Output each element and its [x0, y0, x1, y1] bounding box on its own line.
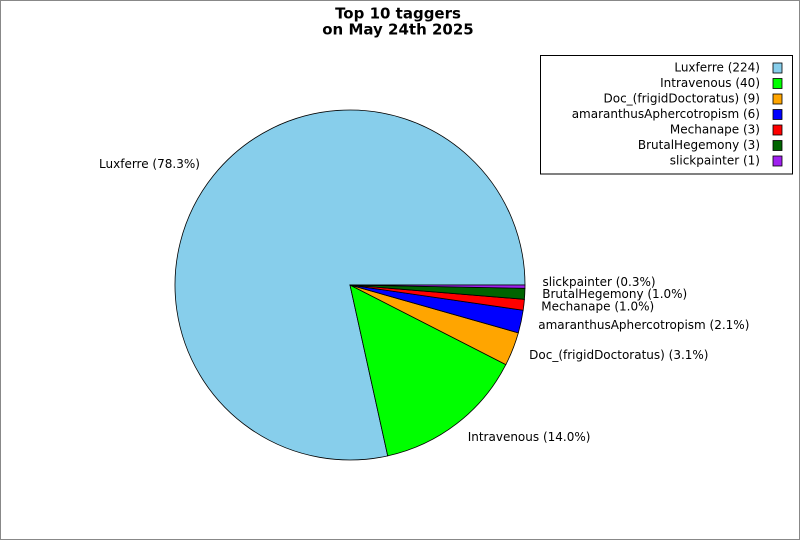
chart-title: Top 10 taggers [335, 5, 461, 23]
pie-slice [349, 284, 526, 289]
legend-swatch [772, 109, 783, 120]
slice-label: amaranthusAphercotropism (2.1%) [538, 318, 749, 332]
slice-label: slickpainter (0.3%) [542, 275, 655, 289]
pie-slice [349, 284, 507, 457]
legend-swatch [772, 155, 783, 167]
legend-swatch [772, 62, 783, 74]
slice-label: Doc_(frigidDoctoratus) (3.1%) [529, 348, 708, 362]
slice-label: Intravenous (14.0%) [468, 430, 591, 444]
legend-label: BrutalHegemony (3) [638, 138, 760, 152]
legend-box [540, 55, 793, 175]
slice-label: BrutalHegemony (1.0%) [542, 287, 687, 301]
legend-label: slickpainter (1) [670, 154, 760, 168]
legend-label: Luxferre (224) [674, 61, 760, 75]
legend-label: Intravenous (40) [660, 76, 760, 90]
slice-label: Mechanape (1.0%) [541, 299, 654, 313]
legend-label: Mechanape (3) [670, 123, 760, 137]
legend-swatch [772, 93, 783, 105]
slice-label: Luxferre (78.3%) [99, 157, 200, 171]
legend-label: Doc_(frigidDoctoratus) (9) [604, 92, 761, 106]
legend-swatch [772, 124, 783, 136]
legend-label: amaranthusAphercotropism (6) [572, 107, 760, 121]
chart-title: on May 24th 2025 [322, 21, 474, 39]
legend-swatch [772, 140, 783, 151]
legend-swatch [772, 78, 783, 89]
